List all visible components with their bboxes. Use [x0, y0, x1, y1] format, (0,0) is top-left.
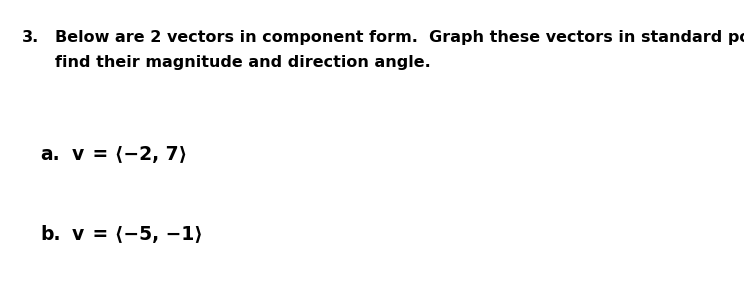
- Text: a.: a.: [40, 145, 60, 164]
- Text: b.: b.: [40, 225, 60, 244]
- Text: = ⟨−2, 7⟩: = ⟨−2, 7⟩: [86, 145, 187, 164]
- Text: find their magnitude and direction angle.: find their magnitude and direction angle…: [55, 55, 431, 70]
- Text: Below are 2 vectors in component form.  Graph these vectors in standard position: Below are 2 vectors in component form. G…: [55, 30, 744, 45]
- Text: = ⟨−5, −1⟩: = ⟨−5, −1⟩: [86, 225, 203, 244]
- Text: v: v: [72, 225, 84, 244]
- Text: 3.: 3.: [22, 30, 39, 45]
- Text: v: v: [72, 145, 84, 164]
